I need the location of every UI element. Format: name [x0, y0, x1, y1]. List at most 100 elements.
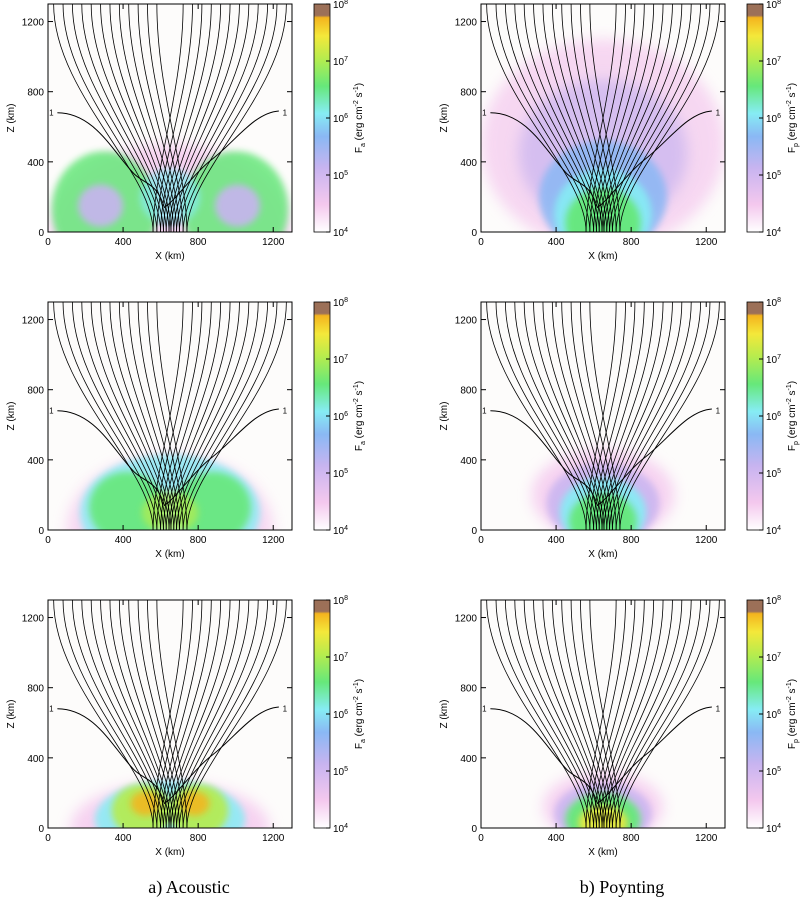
- heatmap: [48, 144, 292, 232]
- x-tick-label: 1200: [695, 535, 718, 546]
- x-tick-label: 1200: [695, 833, 718, 844]
- y-tick-label: 400: [460, 456, 477, 467]
- colorbar-tick-label: 106: [766, 411, 781, 423]
- y-tick-label: 800: [460, 88, 477, 99]
- colorbar-label: Fp (erg cm-2 s-1): [786, 679, 800, 749]
- field-line: [495, 4, 591, 232]
- colorbar-label: Fa (erg cm-2 s-1): [353, 679, 367, 749]
- field-line: [168, 600, 231, 828]
- field-line: [173, 600, 250, 828]
- field-line: [601, 600, 664, 828]
- x-tick-label: 1200: [262, 535, 285, 546]
- field-line: [561, 600, 610, 828]
- y-tick-label: 800: [460, 684, 477, 695]
- field-line: [598, 4, 655, 232]
- y-tick-label: 400: [27, 456, 44, 467]
- field-line: [589, 600, 621, 828]
- field-line: [611, 302, 701, 530]
- flux-peak-left: [130, 791, 161, 816]
- caption-poynting: b) Poynting: [580, 877, 665, 898]
- field-line: [156, 302, 188, 530]
- x-tick-label: 800: [190, 237, 207, 248]
- x-tick-label: 400: [548, 535, 565, 546]
- colorbar-tick-label: 106: [766, 709, 781, 721]
- field-line: [178, 4, 268, 232]
- y-tick-label: 0: [471, 228, 477, 239]
- field-line: [611, 4, 701, 232]
- y-tick-label: 0: [38, 526, 44, 537]
- field-line: [128, 600, 177, 828]
- field-line: [593, 600, 636, 828]
- x-tick-label: 0: [478, 833, 484, 844]
- colorbar-label: Fa (erg cm-2 s-1): [353, 381, 367, 451]
- field-line: [62, 600, 158, 828]
- field-line: [186, 4, 287, 232]
- field-line: [585, 302, 617, 530]
- field-line: [619, 4, 720, 232]
- contour-label-right: 1: [283, 407, 288, 416]
- field-line: [603, 600, 673, 828]
- y-tick-label: 400: [460, 158, 477, 169]
- field-line: [611, 600, 701, 828]
- contour-label-right: 1: [283, 705, 288, 714]
- field-line: [601, 4, 664, 232]
- field-line: [160, 302, 203, 530]
- y-axis-label: Z (km): [6, 402, 17, 431]
- colorbar-tick-label: 108: [333, 0, 348, 11]
- field-line: [72, 302, 162, 530]
- colorbar-tick-label: 104: [766, 227, 781, 239]
- field-line: [486, 302, 587, 530]
- field-line: [165, 4, 222, 232]
- field-line: [570, 600, 613, 828]
- field-line: [186, 302, 287, 530]
- colorbar-tick-label: 107: [333, 56, 348, 68]
- field-line: [596, 4, 645, 232]
- field-line: [186, 600, 287, 828]
- x-tick-label: 800: [623, 833, 640, 844]
- colorbar-tick-label: 106: [333, 113, 348, 125]
- y-axis-label: Z (km): [439, 700, 450, 729]
- field-line: [156, 4, 193, 232]
- colorbar: 104 105 106 107 108 Fa (erg cm-2 s-1): [313, 0, 367, 239]
- field-line: [173, 302, 250, 530]
- field-line: [495, 302, 591, 530]
- field-line: [603, 4, 673, 232]
- x-axis-label: X (km): [588, 549, 617, 560]
- field-line: [53, 600, 154, 828]
- x-tick-label: 1200: [262, 833, 285, 844]
- field-line: [561, 4, 610, 232]
- y-tick-label: 800: [27, 386, 44, 397]
- flux-core-left: [78, 184, 124, 227]
- field-line: [589, 600, 626, 828]
- field-line: [589, 4, 621, 232]
- colorbar-label: Fp (erg cm-2 s-1): [786, 83, 800, 153]
- field-line: [580, 302, 617, 530]
- field-line: [170, 302, 240, 530]
- field-line: [128, 302, 177, 530]
- field-line: [156, 600, 193, 828]
- field-line: [81, 600, 164, 828]
- field-line: [606, 600, 683, 828]
- field-line: [137, 4, 180, 232]
- field-line: [533, 302, 603, 530]
- field-line: [170, 4, 240, 232]
- field-line: [156, 4, 188, 232]
- colorbar-tick-label: 105: [333, 170, 348, 182]
- field-line: [585, 4, 617, 232]
- contour-label-left: 1: [482, 109, 487, 118]
- y-tick-label: 800: [27, 684, 44, 695]
- colorbar-tick-label: 108: [766, 0, 781, 11]
- x-tick-label: 800: [190, 833, 207, 844]
- field-line: [100, 600, 170, 828]
- field-line: [606, 4, 683, 232]
- field-line: [615, 302, 711, 530]
- y-axis-label: Z (km): [6, 104, 17, 133]
- beta-contour: [57, 110, 279, 209]
- beta-contour: [490, 110, 712, 209]
- y-tick-label: 400: [27, 754, 44, 765]
- y-axis-label: Z (km): [439, 402, 450, 431]
- y-tick-label: 1200: [455, 18, 478, 29]
